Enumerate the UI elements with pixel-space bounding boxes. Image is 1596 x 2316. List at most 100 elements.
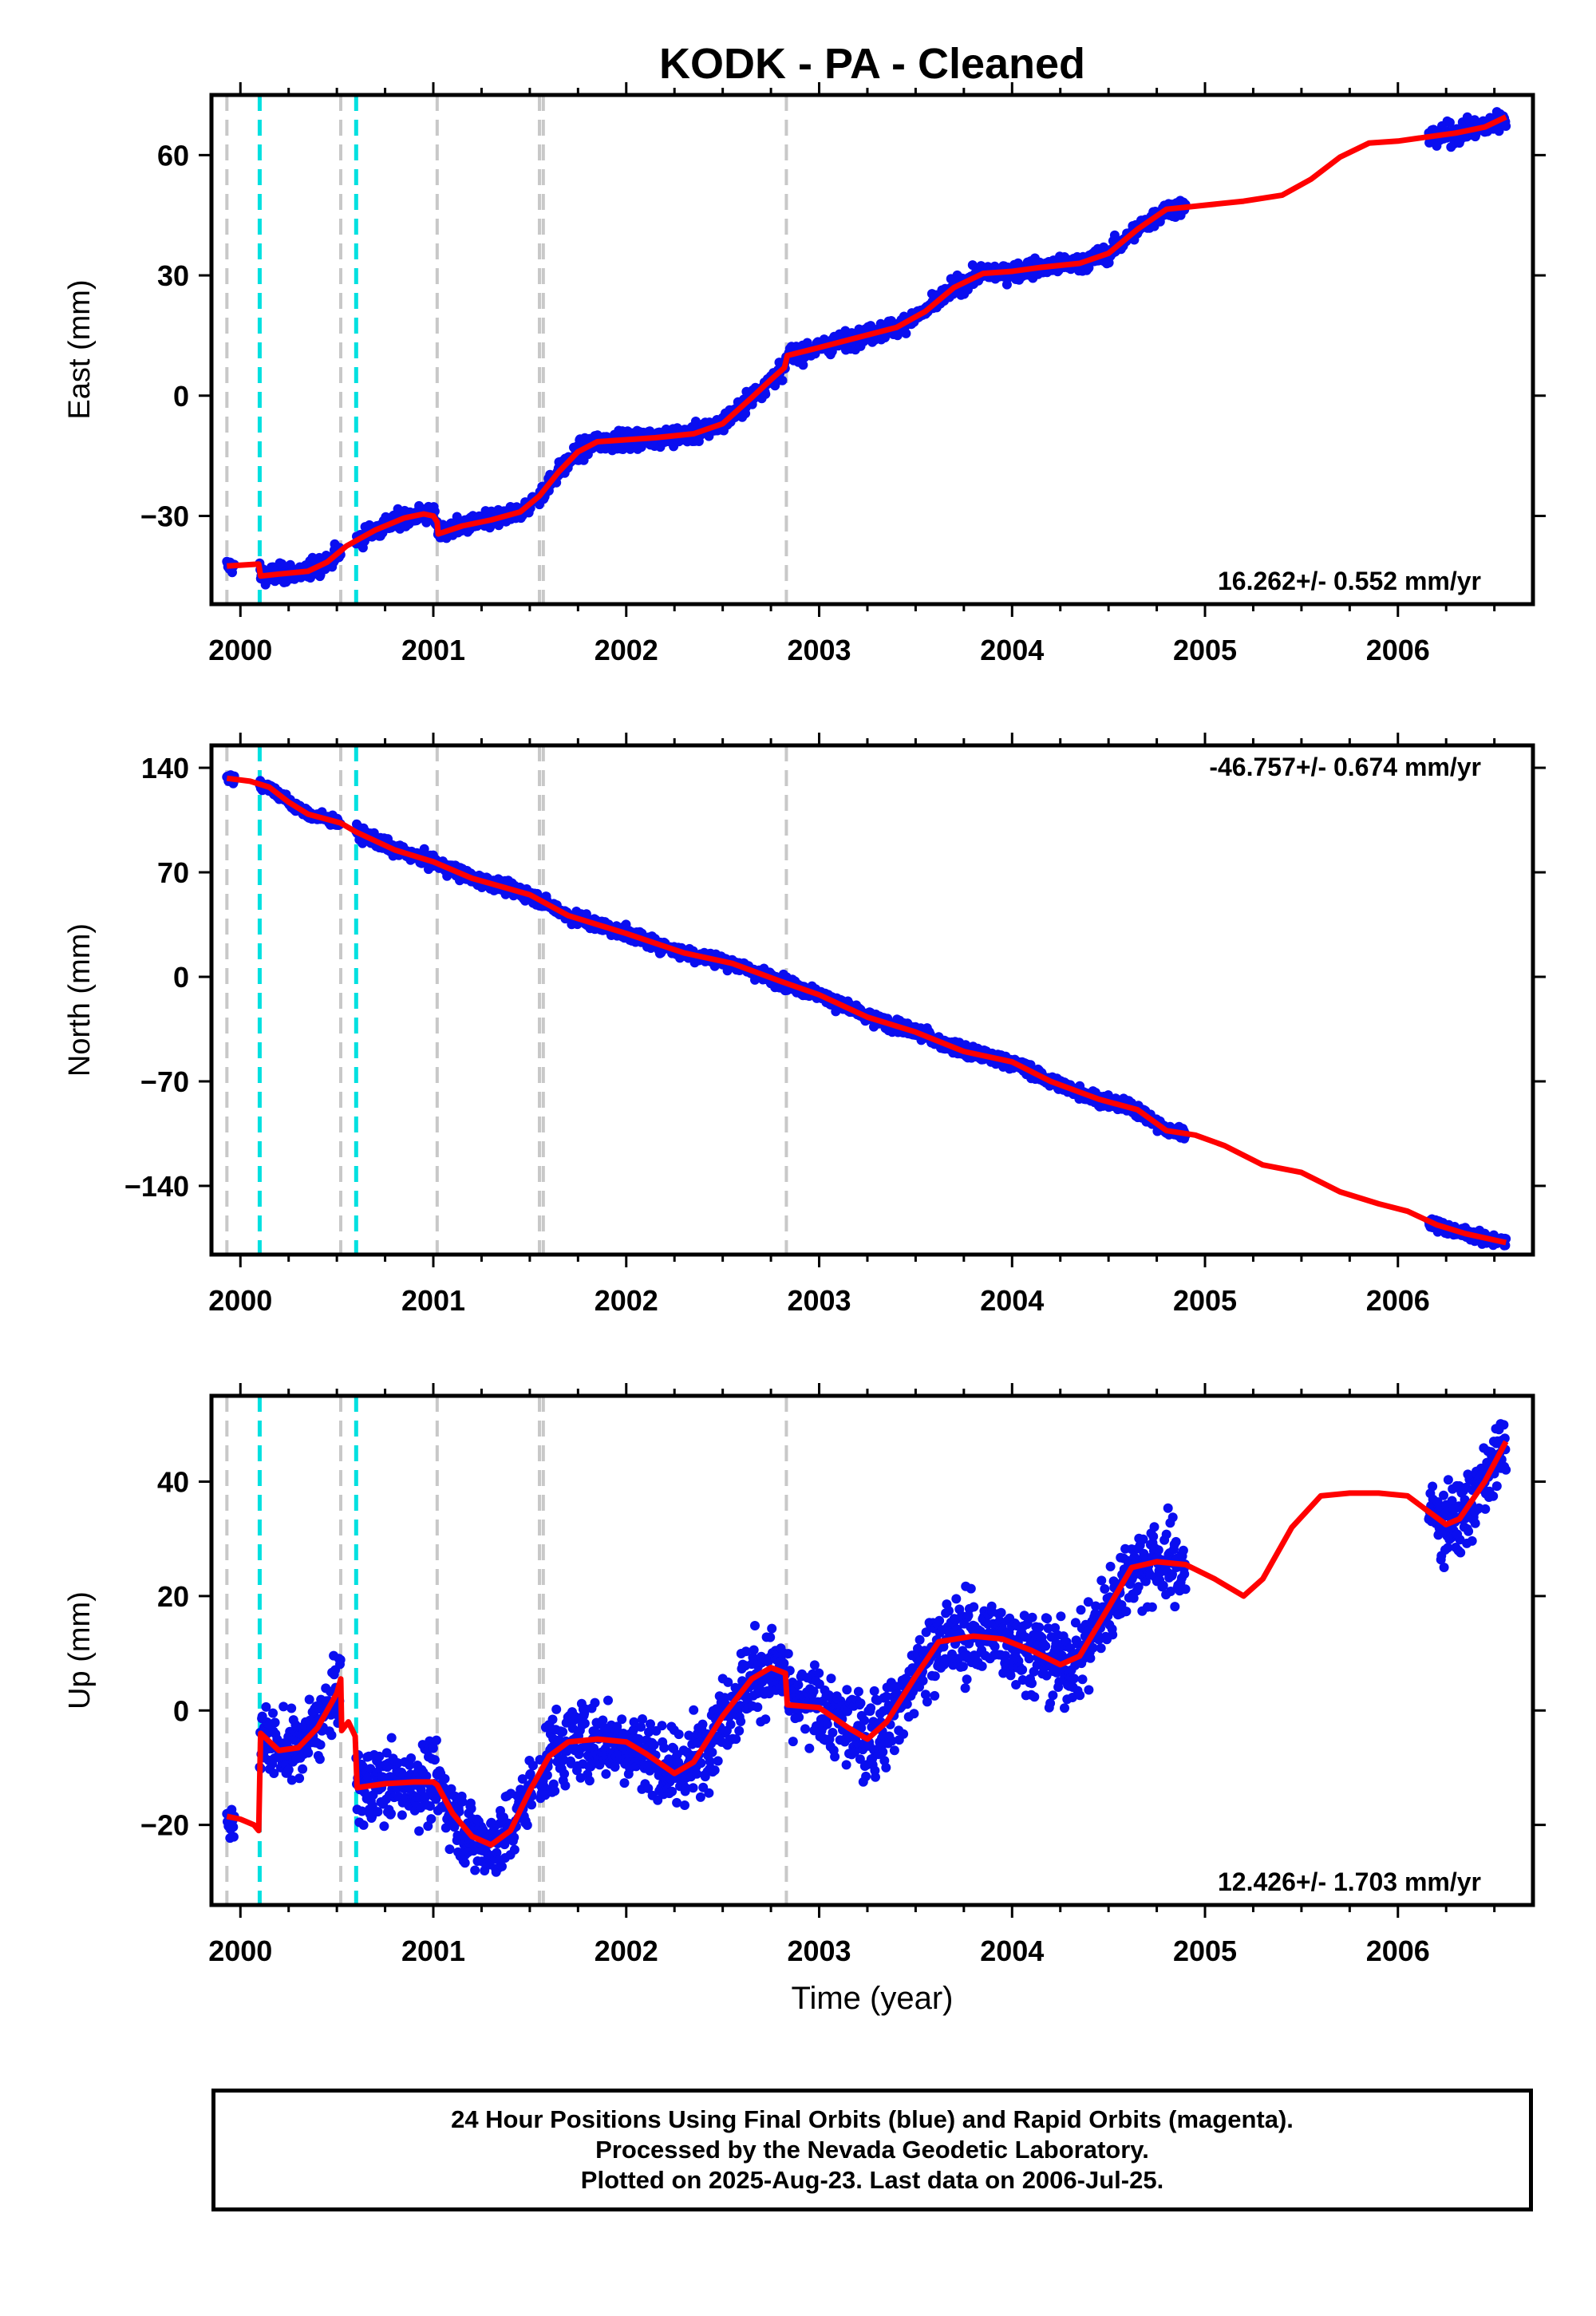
data-point (579, 1718, 590, 1729)
data-point (788, 1737, 798, 1747)
panel-frame (209, 93, 1535, 607)
data-point (590, 1697, 600, 1708)
data-point (304, 1694, 314, 1705)
data-point (643, 1783, 654, 1793)
data-point (470, 1865, 480, 1875)
data-point (734, 1725, 745, 1736)
x-tick-label: 2001 (401, 1284, 465, 1317)
data-point (645, 1765, 655, 1776)
data-point (379, 1821, 389, 1832)
x-tick-label: 2004 (980, 634, 1044, 666)
data-point (421, 1771, 432, 1781)
data-point (814, 1668, 824, 1678)
data-point (386, 1733, 397, 1743)
data-point (731, 1734, 741, 1745)
data-point (444, 1844, 455, 1855)
data-point (709, 1765, 720, 1776)
data-point (425, 1801, 435, 1811)
y-axis-label: North (mm) (63, 923, 97, 1077)
data-point (547, 1714, 558, 1725)
y-tick-label: 30 (157, 259, 189, 292)
data-point (619, 1778, 630, 1788)
data-point (767, 1623, 777, 1634)
data-point (1444, 117, 1455, 128)
y-tick-label: 70 (157, 856, 189, 889)
data-point (697, 1719, 708, 1729)
data-point (601, 1769, 611, 1779)
data-point (598, 1715, 608, 1725)
data-point (779, 1658, 789, 1669)
data-point (765, 1632, 776, 1642)
data-point (581, 909, 591, 919)
x-tick-label: 2003 (787, 634, 851, 666)
data-point (749, 1645, 759, 1655)
data-point (692, 1769, 702, 1779)
data-point (680, 1800, 689, 1810)
data-point (373, 1807, 383, 1817)
data-point (466, 1804, 476, 1814)
data-point (753, 1702, 763, 1713)
data-point (286, 1775, 297, 1785)
x-tick-label: 2000 (208, 1284, 272, 1317)
data-point (804, 1743, 815, 1753)
data-point (362, 1773, 373, 1783)
data-point (269, 1769, 279, 1778)
x-tick-label: 2006 (1366, 634, 1430, 666)
data-point (736, 1717, 746, 1726)
data-point (617, 1714, 627, 1725)
data-point (497, 1861, 507, 1871)
data-point (335, 1654, 346, 1665)
figure-title: KODK - PA - Cleaned (659, 40, 1085, 88)
x-tick-label: 2004 (980, 1284, 1044, 1317)
data-point (460, 1858, 470, 1868)
data-point (760, 389, 771, 399)
data-point (429, 1755, 440, 1765)
x-tick-label: 2000 (208, 634, 272, 666)
data-point (584, 1776, 595, 1786)
data-point (760, 1714, 771, 1725)
data-point (517, 1774, 527, 1784)
data-point (628, 1725, 638, 1735)
y-tick-label: −140 (124, 1170, 189, 1203)
model-curve (227, 114, 1507, 579)
data-point (725, 1719, 736, 1729)
data-point (750, 1621, 760, 1630)
rate-label: -46.757+/- 0.674 mm/yr (1209, 753, 1481, 781)
data-point (783, 1649, 793, 1659)
data-point (689, 1705, 699, 1715)
data-point (550, 1786, 560, 1796)
data-point (551, 1704, 562, 1714)
data-point (704, 1788, 714, 1798)
data-point (457, 1796, 468, 1807)
data-point (793, 1680, 804, 1690)
data-point (696, 1758, 706, 1769)
x-tick-label: 2003 (787, 1284, 851, 1317)
data-point (270, 1717, 280, 1728)
data-point (653, 1795, 663, 1805)
model-curve (226, 775, 1507, 1246)
data-point (268, 1708, 278, 1718)
data-point (303, 1748, 314, 1758)
data-point (741, 1646, 751, 1657)
data-point (294, 1773, 305, 1784)
x-tick-label: 2005 (1173, 1284, 1237, 1317)
data-point (646, 1719, 655, 1729)
data-point (681, 1783, 691, 1793)
data-point (428, 1743, 438, 1753)
data-points (222, 1419, 1511, 1877)
y-axis-label: East (mm) (63, 279, 97, 419)
panel-plot-area (222, 95, 1511, 604)
y-tick-label: 140 (141, 752, 189, 785)
panel-plot-area (222, 745, 1511, 1255)
y-tick-label: 0 (173, 380, 189, 413)
x-tick-label: 2002 (595, 634, 658, 666)
data-point (283, 1765, 294, 1775)
data-point (386, 1808, 396, 1819)
data-point (695, 1792, 705, 1802)
data-point (659, 1743, 670, 1753)
data-point (688, 1783, 698, 1793)
data-point (228, 1832, 239, 1842)
data-point (558, 1727, 568, 1737)
